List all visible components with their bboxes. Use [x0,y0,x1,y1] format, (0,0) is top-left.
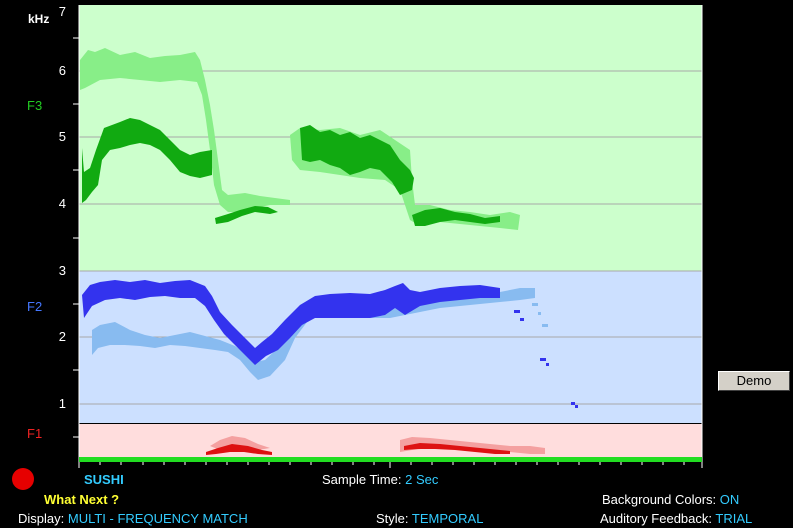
f1-label: F1 [27,426,43,441]
y-axis-minor-ticks [73,37,79,438]
style-label: Style: [376,511,409,526]
y-tick-7: 7 [58,4,66,19]
f2-light-track [92,288,535,380]
demo-button[interactable]: Demo [718,371,790,391]
background-colors-value: ON [719,492,740,507]
x-axis-ticks [78,462,703,468]
f2-dark-track [82,280,500,365]
background-colors-label: Background Colors: [602,492,717,507]
display-setting[interactable]: Display: MULTI - FREQUENCY MATCH [18,511,248,526]
auditory-feedback-label: Auditory Feedback: [600,511,713,526]
f3-dark-track [82,118,212,203]
y-tick-6: 6 [58,63,66,78]
baseline [79,457,702,462]
display-label: Display: [18,511,65,526]
word-label: SUSHI [84,472,124,487]
record-icon[interactable] [12,468,34,490]
f2-light-scatter [532,303,548,327]
sample-time-value: 2 Sec [405,472,439,487]
f1-dark-track-2 [404,443,510,454]
sample-time-label: Sample Time: [322,472,402,487]
f3-label: F3 [27,98,43,113]
f1-band-background [79,424,702,457]
y-tick-1: 1 [58,396,66,411]
f3-dark-track-2 [300,125,414,195]
f2-label: F2 [27,299,43,314]
auditory-feedback-setting[interactable]: Auditory Feedback: TRIAL [600,511,752,526]
style-value: TEMPORAL [411,511,484,526]
y-tick-4: 4 [58,196,66,211]
y-tick-5: 5 [58,129,66,144]
f2-dark-scatter [514,310,578,408]
f1-dark-track [206,444,272,455]
sample-time: Sample Time: 2 Sec [322,472,438,487]
what-next-link[interactable]: What Next ? [44,492,120,507]
style-setting[interactable]: Style: TEMPORAL [376,511,483,526]
y-tick-2: 2 [58,329,66,344]
f3-dark-track-4 [412,208,500,226]
display-value: MULTI - FREQUENCY MATCH [67,511,248,526]
f3-dark-track-3 [215,206,278,224]
f1-light-track-2 [400,437,545,454]
y-axis-unit: kHz [28,12,50,26]
y-tick-3: 3 [58,263,66,278]
background-colors-setting[interactable]: Background Colors: ON [602,492,739,507]
auditory-feedback-value: TRIAL [715,511,753,526]
f3-light-track [80,48,290,212]
